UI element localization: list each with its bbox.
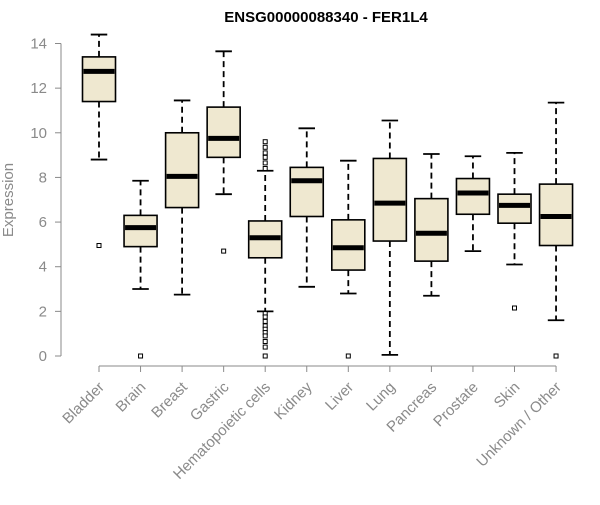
outlier-point <box>262 150 268 156</box>
y-tick-label: 12 <box>30 80 47 97</box>
y-axis-label: Expression <box>0 163 17 237</box>
y-tick-label: 6 <box>39 214 47 231</box>
outlier-point <box>262 166 268 171</box>
y-tick-label: 10 <box>30 125 47 142</box>
box <box>455 177 491 216</box>
outlier-point <box>262 344 268 350</box>
x-tick-label: Breast <box>148 378 191 421</box>
box <box>330 219 366 271</box>
outlier-point <box>262 314 268 320</box>
outlier-point <box>138 353 144 359</box>
y-tick-label: 8 <box>39 169 47 186</box>
outlier-point <box>262 318 268 324</box>
x-tick-label: Kidney <box>271 378 316 423</box>
y-tick-label: 0 <box>39 348 47 365</box>
outlier-point <box>512 305 517 311</box>
box <box>164 131 200 209</box>
outlier-point <box>262 353 268 359</box>
x-tick-label: Brain <box>113 379 150 416</box>
outlier-point <box>221 248 227 254</box>
x-tick-label: Lung <box>363 379 399 415</box>
x-tick-label: Prostate <box>430 379 482 431</box>
outlier-point <box>262 160 268 166</box>
y-tick-label: 2 <box>39 303 47 320</box>
y-tick-label: 14 <box>30 36 47 53</box>
x-tick-label: Bladder <box>59 379 108 428</box>
x-tick-label: Liver <box>322 379 357 414</box>
box <box>206 106 241 159</box>
box <box>81 56 117 103</box>
y-tick-label: 4 <box>39 259 47 276</box>
x-tick-label: Skin <box>491 379 524 412</box>
box <box>372 157 408 242</box>
box <box>123 214 158 248</box>
chart-title: ENSG00000088340 - FER1L4 <box>224 9 428 26</box>
outlier-point <box>96 243 102 249</box>
outlier-point <box>262 144 268 150</box>
outlier-point <box>262 333 268 339</box>
outlier-point <box>345 353 351 359</box>
outlier-point <box>262 154 268 160</box>
box <box>497 193 532 224</box>
outlier-point <box>262 338 268 344</box>
outlier-point <box>553 353 559 359</box>
box <box>414 197 449 262</box>
box <box>289 166 325 218</box>
outlier-point <box>262 139 268 145</box>
